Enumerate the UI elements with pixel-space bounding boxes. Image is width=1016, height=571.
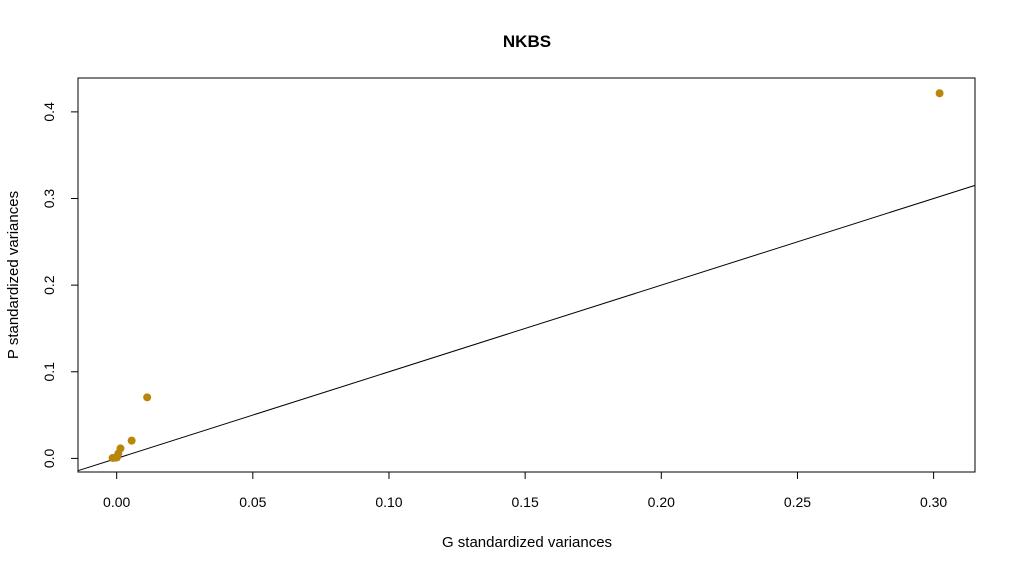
data-point	[935, 89, 944, 98]
chart-title: NKBS	[503, 32, 551, 51]
x-axis-label: G standardized variances	[442, 534, 612, 551]
x-tick-label: 0.05	[239, 494, 266, 510]
y-tick-label: 0.3	[41, 189, 57, 209]
reference-line	[77, 184, 976, 472]
data-points	[108, 89, 944, 462]
x-tick-label: 0.00	[103, 494, 130, 510]
x-axis: 0.00 0.05 0.10 0.15 0.20 0.25 0.30	[103, 471, 947, 510]
plot-frame	[77, 77, 976, 473]
x-tick-label: 0.30	[920, 494, 947, 510]
y-axis: 0.0 0.1 0.2 0.3 0.4	[41, 102, 79, 468]
y-tick-label: 0.4	[41, 102, 57, 122]
data-point	[127, 436, 136, 445]
y-tick-label: 0.2	[41, 275, 57, 295]
data-point	[116, 444, 125, 453]
y-tick-label: 0.1	[41, 362, 57, 382]
x-tick-label: 0.20	[648, 494, 675, 510]
x-tick-label: 0.10	[375, 494, 402, 510]
data-point	[143, 393, 152, 402]
reference-line-group	[77, 184, 976, 472]
x-tick-label: 0.25	[784, 494, 811, 510]
y-tick-label: 0.0	[41, 448, 57, 468]
y-axis-label: P standardized variances	[5, 191, 22, 359]
x-tick-label: 0.15	[512, 494, 539, 510]
